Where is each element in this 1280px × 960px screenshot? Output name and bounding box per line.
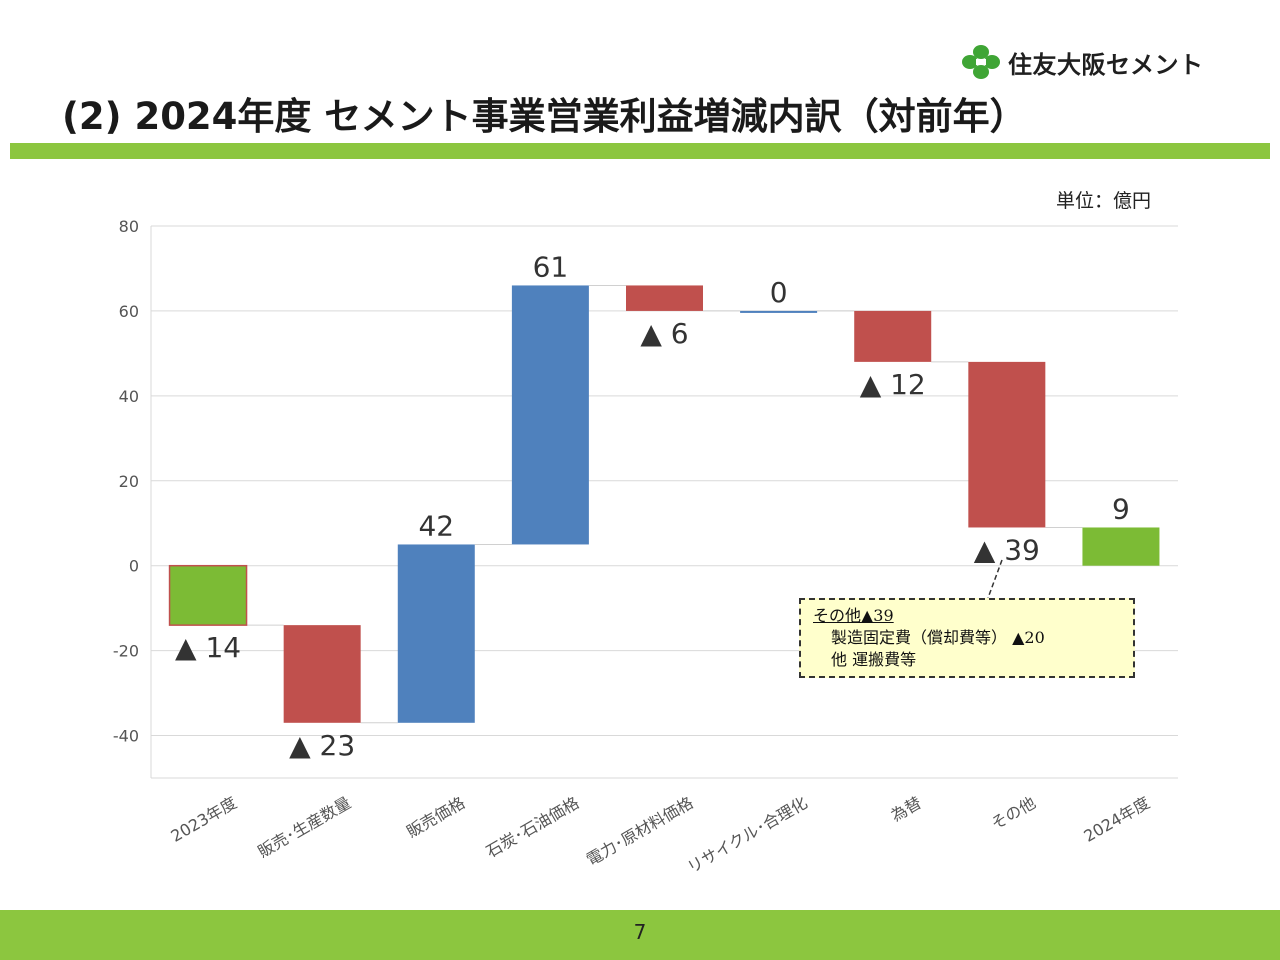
bar — [854, 310, 932, 362]
data-label: 0 — [770, 276, 788, 309]
y-tick-label: 60 — [119, 302, 139, 321]
y-tick-label: 0 — [129, 557, 139, 576]
category-label: リサイクル･合理化 — [684, 793, 811, 877]
footer-bar — [0, 910, 1280, 960]
annotation-callout: その他▲39 製造固定費（償却費等） ▲20 他 運搬費等 — [799, 598, 1135, 678]
bar — [283, 625, 361, 723]
y-tick-label: 80 — [119, 217, 139, 236]
y-tick-label: -40 — [113, 727, 139, 746]
category-label: 石炭･石油価格 — [483, 793, 583, 861]
category-label: 2024年度 — [1080, 793, 1152, 846]
data-label: 61 — [533, 250, 569, 283]
data-label: ▲ 39 — [974, 533, 1040, 566]
bar — [397, 544, 475, 723]
data-label: ▲ 6 — [640, 317, 688, 350]
annotation-line: 製造固定費（償却費等） ▲20 — [831, 628, 1045, 647]
y-tick-label: -20 — [113, 642, 139, 661]
data-label: ▲ 23 — [289, 729, 355, 762]
category-label: 為替 — [887, 793, 924, 825]
company-logo: 住友大阪セメント — [962, 44, 1204, 80]
bar — [168, 564, 248, 626]
company-name: 住友大阪セメント — [1008, 50, 1204, 79]
unit-label: 単位：億円 — [1056, 190, 1152, 212]
category-label: 販売価格 — [403, 793, 468, 841]
bar — [626, 285, 703, 311]
company-logo-icon — [962, 45, 1000, 79]
title-underline-bar — [10, 143, 1270, 159]
bar — [1082, 527, 1160, 566]
category-label: その他 — [988, 793, 1039, 833]
category-label: 2023年度 — [168, 793, 240, 846]
annotation-line: 他 運搬費等 — [831, 650, 917, 669]
y-tick-label: 40 — [119, 387, 139, 406]
data-label: 42 — [418, 509, 454, 542]
bar — [740, 310, 818, 313]
bar — [511, 285, 589, 545]
data-label: 9 — [1112, 492, 1130, 525]
page-title: (2) 2024年度 セメント事業営業利益増減内訳（対前年） — [62, 95, 1027, 138]
page-number: 7 — [633, 920, 647, 944]
category-label: 電力･原材料価格 — [583, 793, 696, 869]
data-label: ▲ 14 — [175, 631, 241, 664]
data-label: ▲ 12 — [860, 368, 926, 401]
annotation-leader-line — [987, 559, 1003, 599]
bar — [968, 361, 1046, 528]
y-tick-label: 20 — [119, 472, 139, 491]
annotation-title: その他▲39 — [813, 606, 894, 625]
category-label: 販売･生産数量 — [255, 793, 355, 861]
